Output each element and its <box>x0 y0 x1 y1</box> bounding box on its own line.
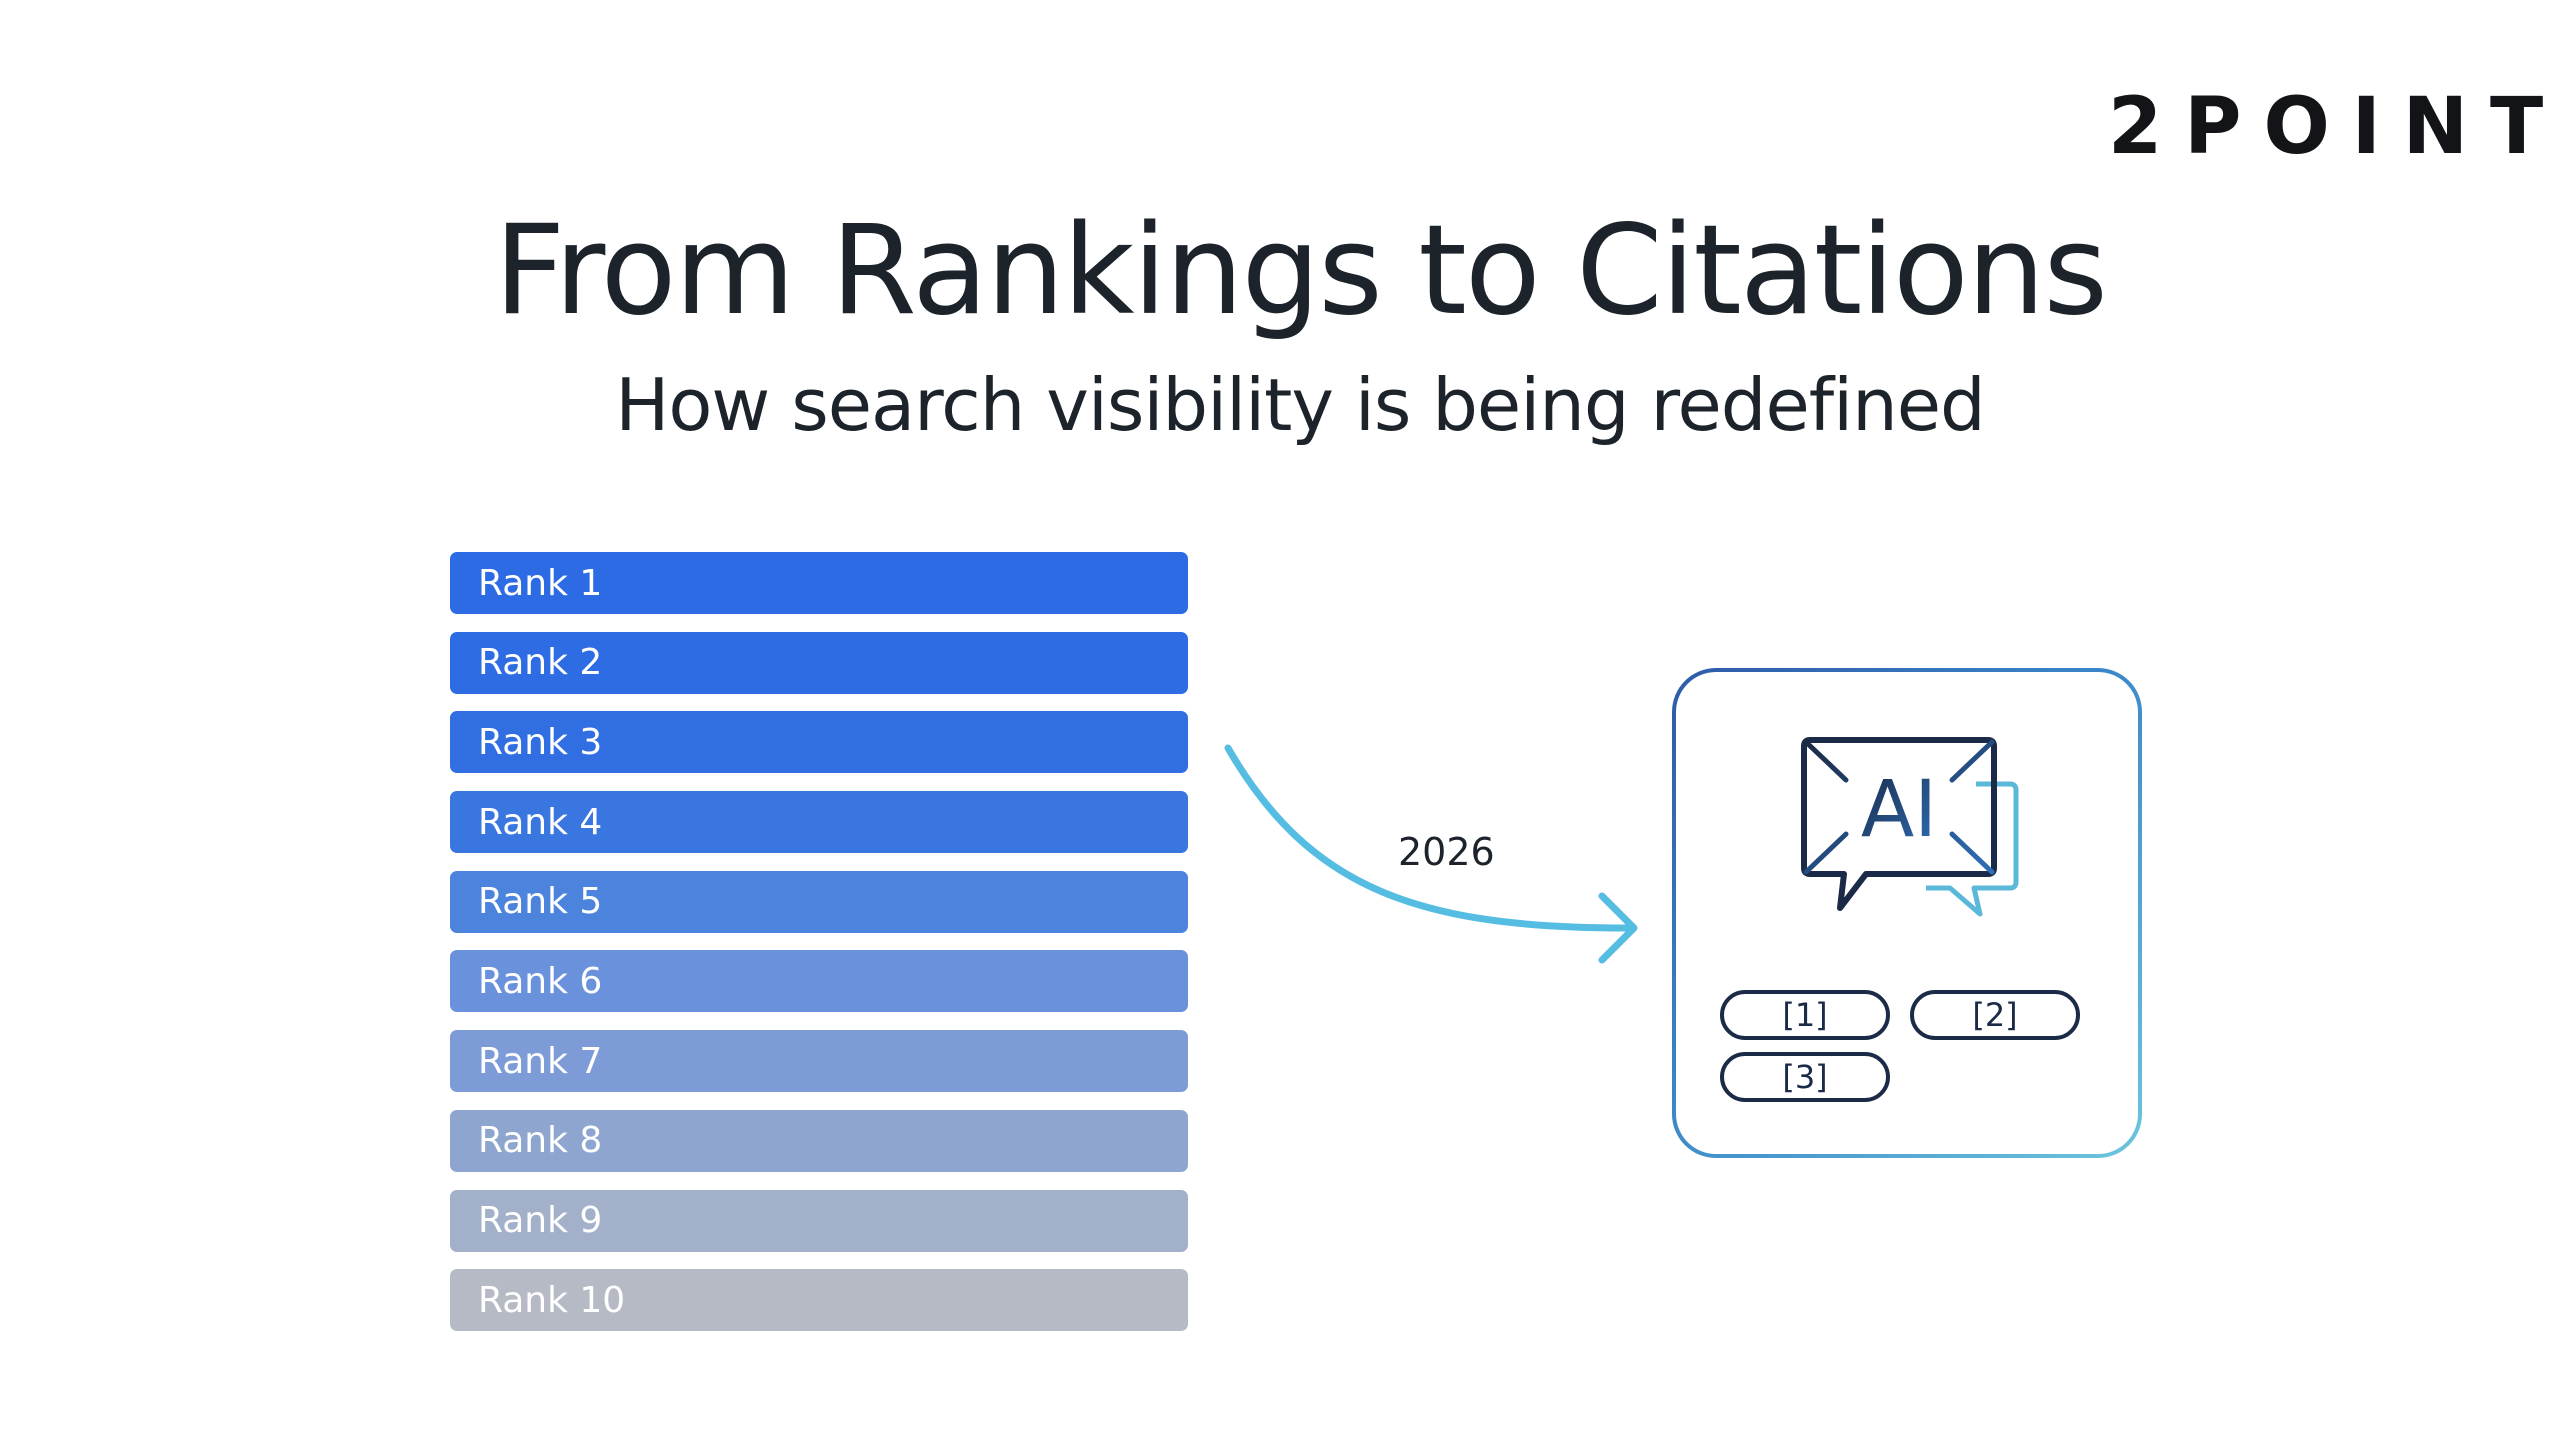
rank-label: Rank 8 <box>478 1120 603 1162</box>
rank-bar-2: Rank 2 <box>450 631 1188 694</box>
rank-label: Rank 4 <box>478 801 603 843</box>
rank-label: Rank 9 <box>478 1200 603 1241</box>
ai-icon-text: AI <box>1861 765 1937 855</box>
ai-answer-card: AI [1] [2] [3] <box>1672 668 2142 1158</box>
citation-pill-2: [2] <box>1910 990 2080 1040</box>
page-subtitle: How search visibility is being redefined <box>615 363 1986 447</box>
rank-label: Rank 6 <box>478 960 603 1002</box>
rank-bar-5: Rank 5 <box>450 870 1188 933</box>
rank-label: Rank 5 <box>478 881 603 923</box>
rank-label: Rank 1 <box>478 562 603 604</box>
page-title: From Rankings to Citations <box>494 199 2108 343</box>
year-label: 2026 <box>1398 830 1495 874</box>
citation-pill-1: [1] <box>1720 990 1890 1040</box>
rank-bar-6: Rank 6 <box>450 950 1188 1013</box>
ai-chat-icon: AI <box>1801 737 2019 917</box>
rank-label: Rank 2 <box>478 642 603 684</box>
rank-bar-3: Rank 3 <box>450 711 1188 774</box>
rank-bar-4: Rank 4 <box>450 791 1188 854</box>
rank-bar-1: Rank 1 <box>450 552 1188 614</box>
rank-bar-8: Rank 8 <box>450 1109 1188 1172</box>
rank-label: Rank 3 <box>478 721 603 763</box>
brand-logo: 2POINT <box>2108 82 2560 172</box>
rank-list: Rank 1 Rank 2 Rank 3 Rank 4 Rank 5 Rank 6 Rank… <box>450 552 1188 1349</box>
transition-arrow-icon <box>1224 744 1638 964</box>
rank-label: Rank 7 <box>478 1040 603 1082</box>
rank-bar-10: Rank 10 <box>450 1269 1188 1332</box>
rank-label: Rank 10 <box>478 1279 626 1321</box>
citation-pill-3: [3] <box>1720 1052 1890 1102</box>
rank-bar-7: Rank 7 <box>450 1030 1188 1093</box>
rank-bar-9: Rank 9 <box>450 1189 1188 1252</box>
